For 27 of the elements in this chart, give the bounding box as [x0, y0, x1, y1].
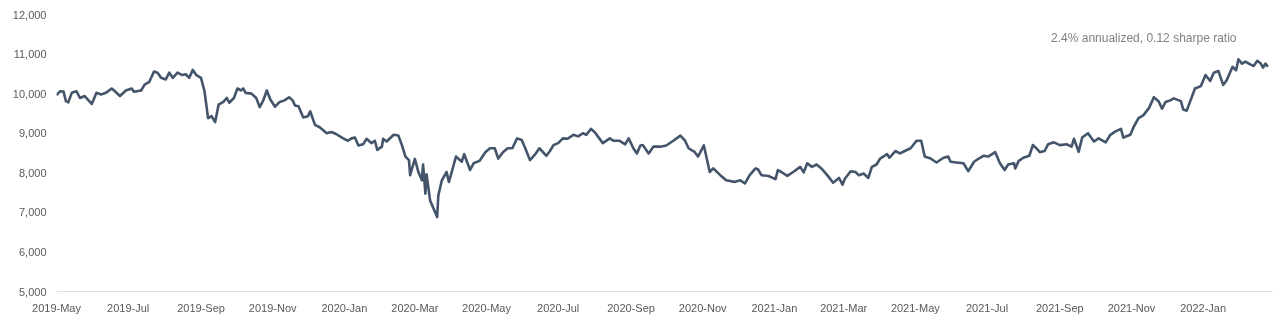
x-tick-label: 2020-May [462, 301, 512, 314]
y-tick-label: 9,000 [18, 127, 47, 140]
y-tick-label: 5,000 [18, 285, 47, 298]
x-tick-label: 2020-Jul [537, 301, 580, 314]
x-tick-label: 2021-Jul [965, 301, 1009, 314]
annotation: 2.4% annualized, 0.12 sharpe ratio [1051, 30, 1237, 45]
x-tick-label: 2019-Sep [177, 301, 225, 314]
x-tick-label: 2020-Sep [607, 301, 655, 314]
x-tick-label: 2021-Sep [1035, 301, 1084, 314]
y-tick-label: 8,000 [18, 166, 47, 179]
x-tick-label: 2019-Nov [248, 301, 298, 314]
y-tick-label: 6,000 [18, 245, 47, 258]
y-tick-label: 10,000 [12, 87, 47, 100]
x-tick-label: 2021-Jan [751, 301, 798, 314]
x-tick-label: 2021-Nov [1107, 301, 1156, 314]
x-tick-label: 2020-Nov [678, 301, 728, 314]
y-tick-label: 12,000 [12, 8, 47, 21]
x-tick-label: 2022-Jan [1180, 301, 1227, 314]
x-tick-label: 2021-May [890, 301, 941, 314]
line-series [56, 57, 1270, 219]
x-tick-label: 2020-Mar [391, 301, 439, 314]
y-tick-label: 7,000 [18, 206, 47, 219]
x-tick-label: 2019-May [32, 301, 82, 314]
x-tick-label: 2019-Jul [107, 301, 150, 314]
x-tick-label: 2021-Mar [820, 301, 868, 314]
y-tick-label: 11,000 [13, 48, 47, 61]
x-tick-label: 2020-Jan [321, 301, 368, 314]
